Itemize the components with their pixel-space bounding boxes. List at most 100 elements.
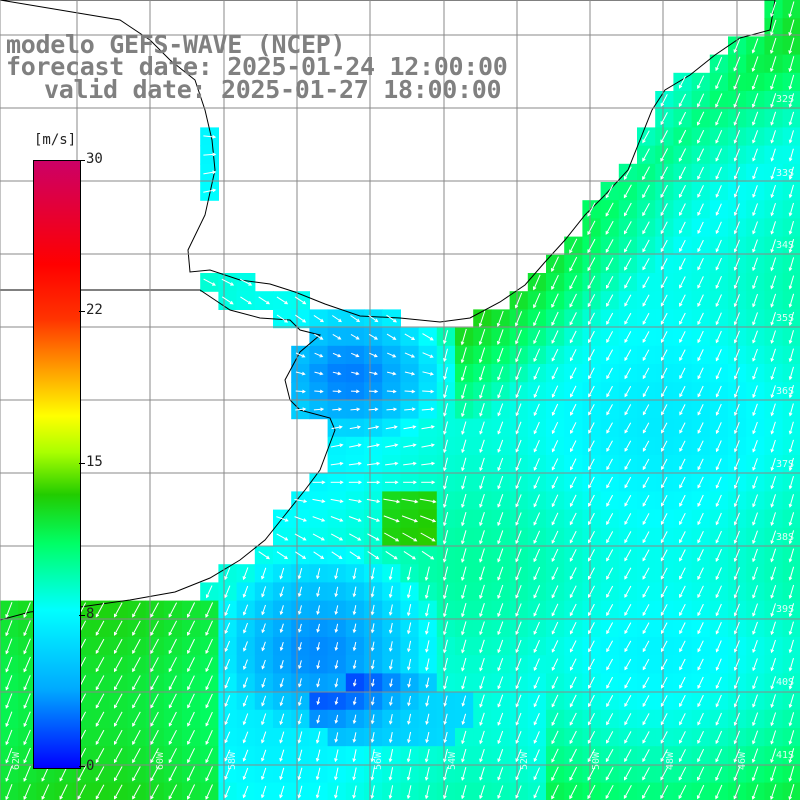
wind-arrow (551, 385, 559, 398)
wind-arrow (551, 330, 559, 344)
wind-arrow (678, 129, 687, 144)
lat-label: 37S (775, 459, 794, 470)
wind-arrow (386, 333, 397, 340)
wind-arrow (443, 367, 448, 380)
wind-arrow (661, 458, 668, 471)
coastline-north (0, 0, 776, 323)
wind-arrow (788, 202, 794, 217)
wind-arrow (642, 513, 650, 526)
wind-arrow (697, 476, 704, 489)
wind-arrow (660, 166, 668, 180)
wind-arrow (788, 293, 795, 308)
wind-arrow (606, 422, 613, 434)
wind-arrow (770, 330, 776, 344)
wind-arrow (788, 530, 795, 545)
wind-arrow (642, 476, 650, 489)
lon-label: 56W (373, 751, 384, 770)
wind-arrow (715, 385, 722, 398)
wind-arrow (715, 275, 722, 289)
wind-arrow (515, 348, 522, 363)
wind-arrow (605, 184, 614, 199)
wind-arrow (715, 440, 722, 453)
wind-arrow (697, 585, 704, 599)
wind-arrow (624, 331, 632, 344)
wind-arrow (679, 404, 686, 416)
wind-arrow (770, 439, 776, 453)
wind-arrow (533, 292, 541, 309)
wind-arrow (734, 440, 740, 453)
wind-arrow (733, 74, 741, 90)
wind-arrow (770, 366, 776, 381)
wind-arrow (770, 37, 777, 54)
wind-arrow (715, 585, 722, 599)
wind-arrow (332, 407, 343, 412)
wind-arrow (261, 586, 267, 598)
wind-arrow (642, 549, 650, 562)
wind-arrow (442, 548, 449, 563)
wind-arrow (497, 384, 504, 399)
wind-arrow (314, 352, 324, 358)
wind-arrow (715, 257, 722, 271)
lon-label: 62W (11, 751, 22, 770)
wind-arrow (515, 530, 522, 545)
wind-arrow (551, 421, 559, 435)
wind-arrow (715, 476, 722, 489)
wind-arrow (369, 352, 378, 358)
wind-arrow (679, 331, 686, 344)
wind-arrow (661, 404, 668, 416)
wind-arrow (295, 314, 307, 323)
wind-arrow (297, 567, 303, 580)
wind-arrow (770, 421, 776, 435)
wind-arrow (788, 275, 795, 290)
wind-arrow (533, 329, 541, 345)
wind-arrow (332, 333, 342, 340)
wind-arrow (642, 458, 650, 471)
wind-arrow (352, 586, 357, 598)
wind-arrow (461, 548, 467, 563)
wind-arrow (642, 148, 650, 162)
wind-arrow (770, 111, 777, 126)
wind-arrow (623, 184, 632, 199)
wind-arrow (733, 56, 741, 72)
wind-arrow (331, 551, 343, 559)
wind-arrow (551, 348, 559, 362)
wind-arrow (642, 331, 650, 343)
coastline-south (0, 289, 336, 621)
wind-arrow (660, 258, 668, 271)
wind-arrow (788, 457, 794, 472)
wind-arrow (352, 567, 357, 580)
wind-arrow (752, 185, 758, 198)
wind-arrow (679, 258, 686, 271)
colorbar-tickmark (79, 463, 85, 464)
wind-arrow (752, 166, 758, 180)
wind-arrow (366, 498, 381, 504)
wind-arrow (751, 74, 759, 90)
wind-arrow (569, 476, 577, 489)
wind-arrow (770, 221, 776, 235)
wind-arrow (733, 166, 740, 180)
wind-arrow (533, 458, 540, 471)
wind-arrow (515, 421, 522, 435)
wind-arrow (421, 550, 435, 560)
wind-arrow (661, 349, 668, 362)
wind-arrow (733, 93, 741, 108)
wind-arrow (497, 584, 504, 599)
wind-arrow (479, 439, 485, 453)
wind-arrow (606, 440, 613, 452)
wind-arrow (332, 315, 342, 323)
wind-arrow (642, 239, 650, 253)
wind-arrow (588, 422, 595, 434)
wind-arrow (679, 476, 686, 489)
wind-arrow (533, 366, 540, 380)
wind-arrow (515, 585, 522, 599)
wind-arrow (551, 403, 559, 416)
wind-arrow (624, 531, 632, 544)
wind-arrow (313, 551, 325, 559)
wind-arrow (733, 348, 740, 362)
wind-arrow (642, 221, 650, 235)
wind-arrow (788, 403, 794, 417)
lat-label: 39S (775, 604, 794, 615)
wind-arrow (348, 443, 362, 448)
wind-arrow (401, 498, 419, 504)
